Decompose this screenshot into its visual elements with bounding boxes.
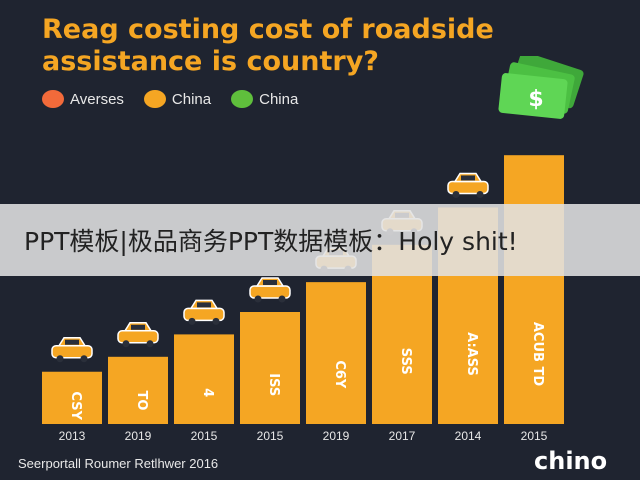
car-icon [447,172,489,198]
x-tick-label: 2015 [191,429,218,443]
x-tick-label: 2019 [125,429,152,443]
bar-label: ISS [266,373,281,396]
source-footer: Seerportall Roumer Retlhwer 2016 [18,456,219,471]
legend-swatch [143,90,166,108]
car-icon [117,322,159,348]
car-icon [183,299,225,325]
legend-item: China [143,90,212,108]
x-tick-label: 2013 [59,429,86,443]
bar-label: C6Y [332,360,347,389]
bar [42,371,102,424]
chart-title: Reag costing cost of roadside assistance… [42,14,494,77]
legend-label: China [171,90,212,108]
x-tick-label: 2019 [323,429,350,443]
money-icon: $ [498,56,584,119]
bar [108,356,168,424]
car-icon [249,277,291,303]
bar-label: CSY [68,391,83,420]
x-tick-label: 2014 [455,429,482,443]
bar-label: A:ASS [464,332,479,376]
bar-label: SSS [398,348,413,375]
x-tick-label: 2015 [521,429,548,443]
overlay-banner: PPT模板|极品商务PPT数据模板：Holy shit! [0,204,640,276]
bar [240,312,300,424]
bar-label: TO [134,391,149,411]
legend: Averses China China [42,90,298,108]
bar-label: 4 [200,388,215,397]
bar [504,155,564,424]
legend-swatch [42,90,64,108]
car-icon [51,336,93,363]
legend-label: Averses [70,90,124,108]
legend-label: China [259,90,299,108]
brand-logo: chino [534,447,608,475]
legend-item: Averses [42,90,124,108]
bar [174,334,234,424]
money-symbol: $ [528,87,543,112]
x-tick-label: 2015 [257,429,284,443]
legend-item: China [231,90,298,108]
bar [306,282,366,424]
legend-swatch [231,90,254,108]
bar-label: ACUB TD [530,322,545,386]
x-tick-label: 2017 [389,429,416,443]
